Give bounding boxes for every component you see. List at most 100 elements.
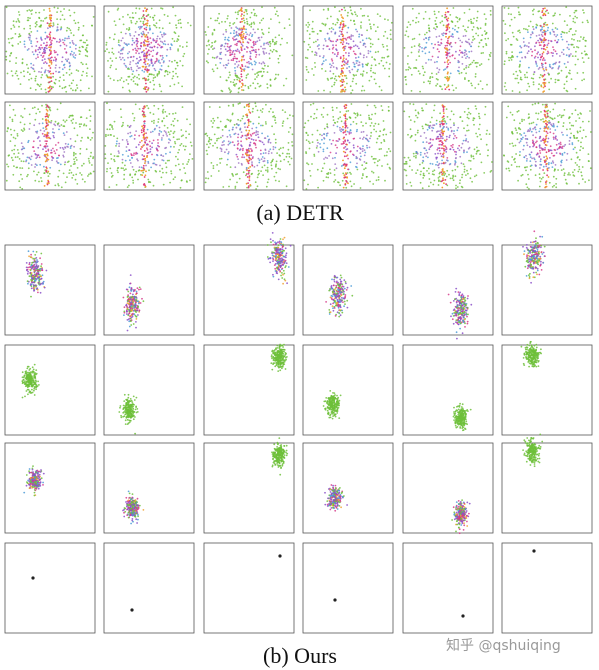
point: [70, 119, 73, 122]
point: [425, 62, 427, 64]
point: [18, 25, 20, 28]
point: [69, 42, 71, 44]
point: [444, 172, 447, 175]
point: [238, 40, 241, 43]
point: [256, 109, 259, 112]
point: [133, 35, 136, 37]
point: [254, 144, 257, 146]
point: [536, 52, 539, 55]
point: [21, 61, 24, 64]
point: [244, 126, 246, 128]
point: [267, 65, 269, 68]
point: [311, 141, 314, 144]
point: [416, 169, 419, 172]
point: [378, 148, 381, 151]
point: [439, 112, 441, 115]
point: [532, 83, 535, 86]
point: [137, 143, 140, 146]
point: [346, 67, 348, 70]
point: [278, 21, 281, 24]
point: [237, 140, 239, 143]
point: [287, 131, 290, 133]
point: [316, 139, 319, 142]
point: [369, 180, 371, 183]
point: [181, 85, 184, 88]
point: [339, 116, 342, 119]
point: [90, 151, 92, 154]
point: [233, 78, 236, 81]
point: [228, 129, 231, 132]
point: [477, 45, 480, 48]
point: [463, 12, 466, 14]
point: [576, 72, 579, 74]
point: [6, 72, 9, 75]
point: [365, 137, 368, 140]
point: [13, 148, 16, 151]
point: [370, 118, 372, 120]
point: [545, 66, 547, 69]
point: [308, 142, 311, 145]
point: [447, 71, 449, 74]
point: [413, 37, 416, 40]
point: [366, 64, 368, 67]
point: [555, 143, 558, 146]
point: [134, 134, 136, 137]
point: [123, 169, 126, 172]
point: [135, 7, 138, 10]
point: [231, 51, 234, 53]
point: [43, 165, 45, 168]
point: [28, 32, 31, 35]
point: [444, 44, 447, 47]
point: [39, 140, 41, 142]
point: [189, 153, 191, 156]
point: [6, 163, 8, 166]
point: [24, 46, 26, 48]
point: [586, 19, 589, 22]
point: [157, 139, 159, 141]
point: [363, 14, 366, 17]
point: [540, 38, 543, 41]
point: [578, 40, 581, 42]
point: [75, 84, 78, 87]
point: [525, 160, 528, 162]
point: [539, 167, 541, 169]
point: [275, 42, 277, 45]
point: [115, 184, 118, 186]
point: [34, 254, 37, 256]
point: [446, 65, 449, 68]
point: [427, 38, 430, 41]
point: [322, 150, 325, 153]
point: [110, 158, 113, 160]
point: [125, 28, 128, 30]
point: [341, 64, 343, 67]
point: [14, 114, 17, 117]
point: [389, 33, 392, 36]
point: [158, 19, 161, 22]
point: [92, 156, 95, 158]
point: [30, 287, 33, 290]
point: [18, 33, 21, 36]
point: [445, 57, 448, 59]
point: [548, 120, 550, 122]
point: [231, 112, 234, 115]
point: [351, 13, 354, 16]
point: [188, 158, 190, 161]
point: [332, 124, 335, 127]
point: [211, 41, 214, 44]
point: [553, 169, 556, 172]
point: [577, 58, 579, 61]
point: [269, 49, 272, 52]
point: [144, 40, 147, 42]
point: [416, 131, 419, 134]
point: [261, 166, 264, 169]
point: [161, 58, 163, 61]
point: [455, 157, 457, 159]
point: [541, 103, 544, 106]
point: [229, 178, 232, 181]
point: [303, 40, 306, 43]
point: [245, 10, 248, 13]
point: [141, 25, 143, 28]
point: [460, 71, 463, 74]
point: [80, 174, 83, 176]
point: [59, 76, 61, 79]
